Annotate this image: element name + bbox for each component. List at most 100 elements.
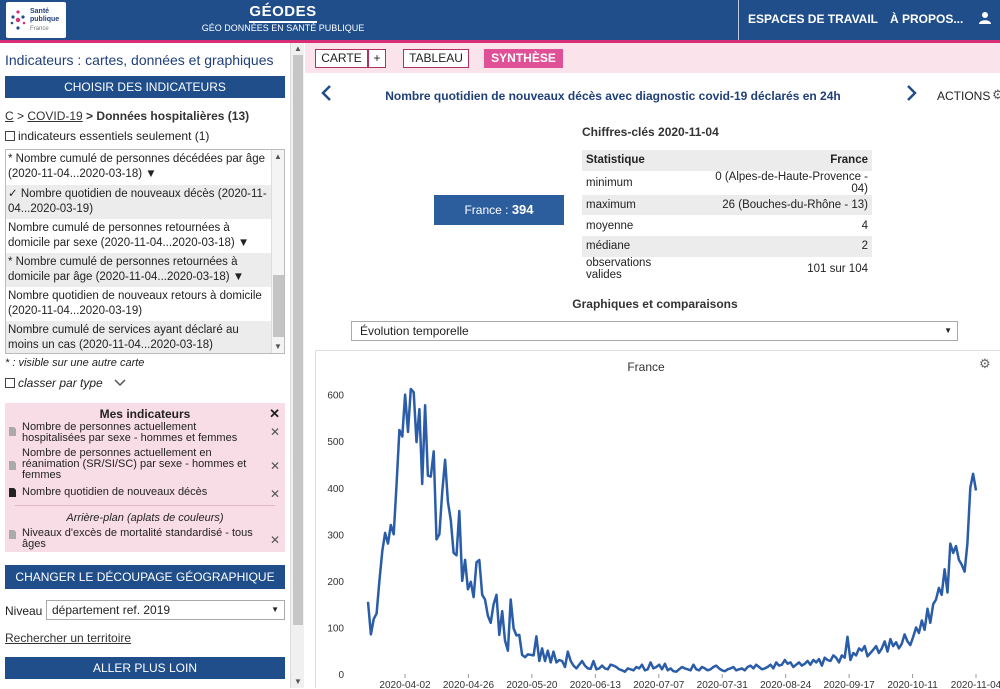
y-tick-label: 100 [327, 623, 344, 634]
breadcrumb-current: Données hospitalières (13) [96, 109, 250, 123]
tab-tableau[interactable]: TABLEAU [403, 49, 469, 68]
app-header: Santé publique France GÉODES GÉO DONNÉES… [0, 0, 1000, 40]
sidebar-scrollbar[interactable]: ▲ ▼ [290, 43, 304, 688]
scrollbar-thumb[interactable] [273, 275, 284, 337]
stat-value: 0 (Alpes-de-Haute-Provence - 04) [715, 170, 868, 195]
x-tick-label: 2020-09-17 [824, 680, 876, 689]
x-tick-label: 2020-04-26 [443, 680, 495, 689]
stat-label: observations valides [586, 256, 652, 281]
graph-section-title: Graphiques et comparaisons [572, 297, 738, 311]
breadcrumb-root[interactable]: C [5, 109, 14, 123]
stat-label: maximum [582, 194, 694, 216]
scroll-down-icon[interactable]: ▼ [294, 677, 302, 686]
stat-value: 4 [861, 219, 868, 232]
indicator-item-nouveaux-retours[interactable]: Nombre quotidien de nouveaux retours à d… [8, 290, 262, 317]
y-tick-label: 600 [327, 391, 344, 402]
x-tick-label: 2020-08-24 [760, 680, 812, 689]
my-indicator-deces[interactable]: Nombre quotidien de nouveaux décès [22, 486, 208, 498]
scrollbar-thumb[interactable] [293, 55, 303, 625]
chart-settings-gear-icon[interactable]: ⚙ [979, 357, 991, 372]
nav-workspaces[interactable]: ESPACES DE TRAVAIL [748, 12, 879, 26]
stat-value: 101 sur 104 [807, 262, 868, 275]
header-accent-bar [0, 40, 1000, 43]
my-indicator-reanimation[interactable]: Nombre de personnes actuellement en réan… [22, 447, 247, 481]
indicator-list[interactable]: * Nombre cumulé de personnes décédées pa… [5, 149, 285, 354]
niveau-select[interactable]: département ref. 2019 ▼ [46, 600, 285, 620]
caret-down-icon: ▼ [271, 605, 279, 614]
breadcrumb-separator: > [13, 109, 28, 123]
stat-value: 2 [693, 236, 872, 257]
tab-carte[interactable]: CARTE [315, 49, 368, 68]
y-tick-label: 300 [327, 530, 344, 541]
scroll-up-icon[interactable]: ▲ [274, 152, 282, 161]
stats-title: Chiffres-clés 2020-11-04 [582, 125, 719, 139]
x-tick-label: 2020-04-02 [379, 680, 431, 689]
nav-about[interactable]: À PROPOS... [890, 12, 964, 26]
scroll-down-icon[interactable]: ▼ [274, 342, 282, 351]
remove-icon[interactable]: ✕ [269, 425, 280, 439]
choose-indicators-button[interactable]: CHOISIR DES INDICATEURS [5, 76, 285, 98]
breadcrumb-separator: > [82, 109, 97, 123]
logo-text-line1: Santé [30, 8, 50, 15]
remove-icon[interactable]: ✕ [269, 459, 280, 473]
line-chart: France ⚙ 0 100 200 300 400 500 600 2020-04-02 2020… [327, 357, 1000, 689]
classer-par-type[interactable]: classer par type [5, 376, 126, 390]
add-map-button[interactable]: + [368, 49, 386, 68]
my-indicator-hospitalises[interactable]: Nombre de personnes actuellement hospita… [22, 421, 238, 444]
column-header: France [693, 150, 872, 171]
classer-checkbox[interactable] [5, 378, 15, 388]
stat-label: moyenne [586, 219, 634, 232]
document-icon [9, 461, 16, 470]
document-icon [9, 427, 16, 436]
logo-text-line2: publique [30, 16, 60, 23]
indicator-list-scrollbar[interactable]: ▲ ▼ [271, 150, 284, 353]
essential-checkbox[interactable] [5, 131, 15, 141]
next-indicator-icon[interactable] [906, 84, 918, 108]
table-row: moyenne 4 [582, 215, 872, 236]
graph-type-select[interactable]: Évolution temporelle ▼ [351, 321, 958, 341]
remove-icon[interactable]: ✕ [269, 533, 280, 547]
my-indicators-title: Mes indicateurs [99, 407, 191, 421]
go-further-button[interactable]: ALLER PLUS LOIN [5, 657, 285, 679]
indicator-item-retours-sexe[interactable]: Nombre cumulé de personnes retournées à … [8, 222, 250, 249]
breadcrumb-covid[interactable]: COVID-19 [27, 109, 83, 123]
indicator-item-services-cas[interactable]: Nombre cumulé de services ayant déclaré … [6, 321, 272, 353]
france-value-box: France : 394 [434, 195, 564, 225]
table-row: médiane 2 [582, 236, 872, 257]
background-layer-item[interactable]: Niveaux d'excès de mortalité standardisé… [22, 527, 253, 550]
indicator-item-nouveaux-deces[interactable]: ✓ Nombre quotidien de nouveaux décès (20… [6, 185, 272, 219]
essential-filter[interactable]: indicateurs essentiels seulement (1) [5, 129, 209, 143]
remove-icon[interactable]: ✕ [269, 487, 280, 501]
niveau-value: département ref. 2019 [52, 603, 171, 617]
gear-icon[interactable]: ⚙ [992, 87, 1000, 102]
close-all-icon[interactable]: ✕ [269, 406, 280, 421]
x-tick-label: 2020-10-11 [887, 680, 938, 689]
stat-value: 26 (Bouches-du-Rhône - 13) [693, 194, 872, 216]
logo-dots-icon [10, 10, 26, 30]
breadcrumb: C > COVID-19 > Données hospitalières (13… [5, 109, 249, 123]
chevron-down-icon[interactable] [114, 379, 126, 387]
scroll-up-icon[interactable]: ▲ [294, 44, 302, 53]
sante-publique-logo[interactable]: Santé publique France [6, 2, 66, 38]
user-icon[interactable] [978, 11, 992, 30]
background-layer-title: Arrière-plan (aplats de couleurs) [66, 512, 224, 524]
indicator-title: Nombre quotidien de nouveaux décès avec … [385, 89, 841, 103]
previous-indicator-icon[interactable] [320, 84, 332, 108]
app-title[interactable]: GÉODES [0, 3, 566, 23]
x-tick-label: 2020-06-13 [570, 680, 622, 689]
y-tick-label: 400 [327, 484, 344, 495]
indicator-item-retours-age[interactable]: * Nombre cumulé de personnes retournées … [6, 253, 272, 287]
divider [15, 505, 275, 506]
indicator-item-deces-age[interactable]: * Nombre cumulé de personnes décédées pa… [8, 153, 265, 180]
app-subtitle: GÉO DONNÉES EN SANTÉ PUBLIQUE [201, 23, 365, 33]
stat-label: minimum [586, 176, 633, 189]
change-geo-button[interactable]: CHANGER LE DÉCOUPAGE GÉOGRAPHIQUE [5, 565, 285, 589]
document-icon [9, 530, 16, 539]
column-header: Statistique [582, 150, 694, 171]
actions-menu[interactable]: ACTIONS [937, 89, 991, 103]
stat-label: médiane [582, 236, 694, 257]
table-row: minimum 0 (Alpes-de-Haute-Provence - 04) [582, 171, 872, 195]
x-tick-label: 2020-05-20 [506, 680, 558, 689]
search-territory-link[interactable]: Rechercher un territoire [5, 631, 132, 645]
tab-synthese[interactable]: SYNTHÈSE [484, 49, 563, 68]
